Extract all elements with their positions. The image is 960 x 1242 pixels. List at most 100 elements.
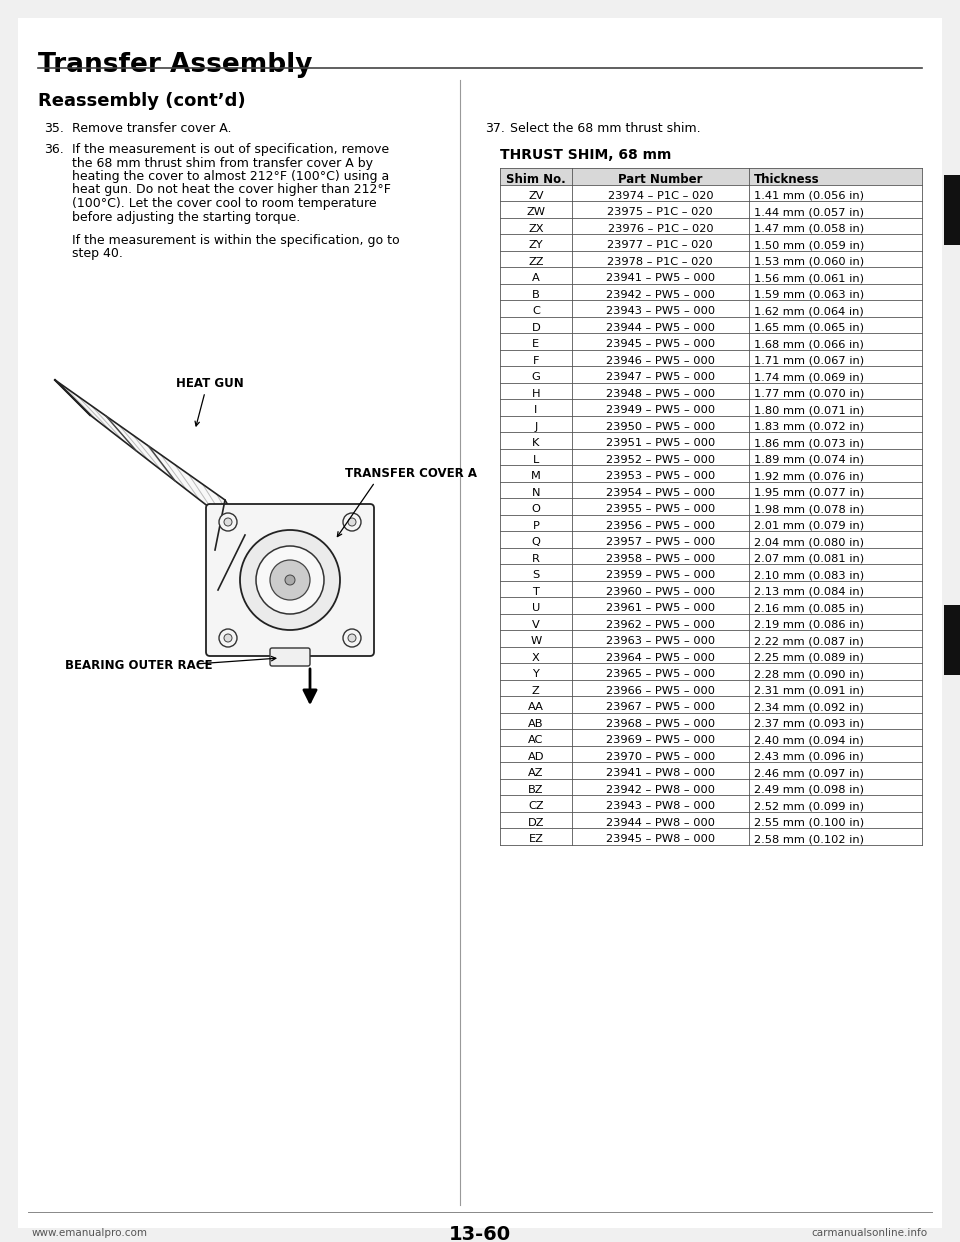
Text: Q: Q (532, 538, 540, 548)
Text: CZ: CZ (528, 801, 543, 811)
Text: 23948 – PW5 – 000: 23948 – PW5 – 000 (606, 389, 715, 399)
Circle shape (343, 513, 361, 532)
Text: 23961 – PW5 – 000: 23961 – PW5 – 000 (606, 604, 715, 614)
Text: Remove transfer cover A.: Remove transfer cover A. (72, 122, 231, 135)
Text: 2.25 mm (0.089 in): 2.25 mm (0.089 in) (754, 653, 864, 663)
Text: heating the cover to almost 212°F (100°C) using a: heating the cover to almost 212°F (100°C… (72, 170, 389, 183)
Text: 23943 – PW8 – 000: 23943 – PW8 – 000 (606, 801, 715, 811)
Text: 1.74 mm (0.069 in): 1.74 mm (0.069 in) (754, 373, 864, 383)
Text: 2.04 mm (0.080 in): 2.04 mm (0.080 in) (754, 538, 864, 548)
Text: 23970 – PW5 – 000: 23970 – PW5 – 000 (606, 751, 715, 761)
Text: F: F (533, 355, 540, 365)
Text: THRUST SHIM, 68 mm: THRUST SHIM, 68 mm (500, 148, 671, 161)
Text: A: A (532, 273, 540, 283)
Text: 23951 – PW5 – 000: 23951 – PW5 – 000 (606, 438, 715, 448)
FancyBboxPatch shape (944, 175, 960, 245)
Text: ZW: ZW (526, 207, 545, 217)
Text: 2.37 mm (0.093 in): 2.37 mm (0.093 in) (754, 719, 864, 729)
Text: 23947 – PW5 – 000: 23947 – PW5 – 000 (606, 373, 715, 383)
Text: 2.55 mm (0.100 in): 2.55 mm (0.100 in) (754, 817, 864, 827)
Text: 23968 – PW5 – 000: 23968 – PW5 – 000 (606, 719, 715, 729)
Circle shape (256, 546, 324, 614)
Text: Thickness: Thickness (754, 173, 820, 186)
Text: 23960 – PW5 – 000: 23960 – PW5 – 000 (606, 586, 715, 596)
Circle shape (343, 628, 361, 647)
Text: 23966 – PW5 – 000: 23966 – PW5 – 000 (606, 686, 715, 696)
Polygon shape (55, 380, 245, 535)
Text: E: E (532, 339, 540, 349)
Text: 1.83 mm (0.072 in): 1.83 mm (0.072 in) (754, 422, 864, 432)
Text: 23943 – PW5 – 000: 23943 – PW5 – 000 (606, 307, 715, 317)
Circle shape (224, 518, 232, 527)
Circle shape (219, 628, 237, 647)
Text: K: K (532, 438, 540, 448)
Text: M: M (531, 471, 540, 481)
Text: AB: AB (528, 719, 543, 729)
Text: 2.34 mm (0.092 in): 2.34 mm (0.092 in) (754, 702, 864, 712)
Text: 23964 – PW5 – 000: 23964 – PW5 – 000 (606, 653, 715, 663)
Text: before adjusting the starting torque.: before adjusting the starting torque. (72, 210, 300, 224)
Text: 23945 – PW8 – 000: 23945 – PW8 – 000 (606, 835, 715, 845)
Text: 2.19 mm (0.086 in): 2.19 mm (0.086 in) (754, 620, 864, 630)
Text: 1.62 mm (0.064 in): 1.62 mm (0.064 in) (754, 307, 864, 317)
Text: 1.95 mm (0.077 in): 1.95 mm (0.077 in) (754, 488, 864, 498)
Text: If the measurement is out of specification, remove: If the measurement is out of specificati… (72, 143, 389, 156)
Text: (100°C). Let the cover cool to room temperature: (100°C). Let the cover cool to room temp… (72, 197, 376, 210)
Text: P: P (533, 520, 540, 530)
Text: U: U (532, 604, 540, 614)
Text: Reassembly (cont’d): Reassembly (cont’d) (38, 92, 246, 111)
Text: 23965 – PW5 – 000: 23965 – PW5 – 000 (606, 669, 715, 679)
Text: 23942 – PW8 – 000: 23942 – PW8 – 000 (606, 785, 715, 795)
Text: 2.40 mm (0.094 in): 2.40 mm (0.094 in) (754, 735, 864, 745)
Text: V: V (532, 620, 540, 630)
Text: Y: Y (533, 669, 540, 679)
Text: 23977 – P1C – 020: 23977 – P1C – 020 (608, 240, 713, 250)
Text: 1.50 mm (0.059 in): 1.50 mm (0.059 in) (754, 240, 864, 250)
Text: 2.22 mm (0.087 in): 2.22 mm (0.087 in) (754, 636, 864, 646)
Text: HEAT GUN: HEAT GUN (176, 378, 244, 390)
Text: 2.31 mm (0.091 in): 2.31 mm (0.091 in) (754, 686, 864, 696)
FancyBboxPatch shape (18, 17, 942, 1228)
Text: 1.77 mm (0.070 in): 1.77 mm (0.070 in) (754, 389, 864, 399)
Text: Transfer Assembly: Transfer Assembly (38, 52, 313, 78)
Text: 37.: 37. (485, 122, 505, 135)
Text: EZ: EZ (528, 835, 543, 845)
Text: ZV: ZV (528, 191, 543, 201)
Text: 23975 – P1C – 020: 23975 – P1C – 020 (608, 207, 713, 217)
Text: 2.28 mm (0.090 in): 2.28 mm (0.090 in) (754, 669, 864, 679)
Text: 1.80 mm (0.071 in): 1.80 mm (0.071 in) (754, 405, 864, 415)
Text: 23941 – PW8 – 000: 23941 – PW8 – 000 (606, 769, 715, 779)
Text: 35.: 35. (44, 122, 64, 135)
Text: 1.65 mm (0.065 in): 1.65 mm (0.065 in) (754, 323, 864, 333)
Text: BEARING OUTER RACE: BEARING OUTER RACE (65, 660, 212, 672)
Text: 2.43 mm (0.096 in): 2.43 mm (0.096 in) (754, 751, 864, 761)
Text: 23949 – PW5 – 000: 23949 – PW5 – 000 (606, 405, 715, 415)
Text: 1.41 mm (0.056 in): 1.41 mm (0.056 in) (754, 191, 864, 201)
Text: 2.49 mm (0.098 in): 2.49 mm (0.098 in) (754, 785, 864, 795)
Circle shape (219, 513, 237, 532)
Text: 1.89 mm (0.074 in): 1.89 mm (0.074 in) (754, 455, 864, 465)
Text: W: W (530, 636, 541, 646)
Text: AA: AA (528, 702, 543, 712)
Text: B: B (532, 289, 540, 299)
Text: 1.86 mm (0.073 in): 1.86 mm (0.073 in) (754, 438, 864, 448)
Text: AZ: AZ (528, 769, 543, 779)
Text: carmanualsonline.info: carmanualsonline.info (812, 1228, 928, 1238)
FancyBboxPatch shape (270, 648, 310, 666)
Text: L: L (533, 455, 539, 465)
Text: J: J (534, 422, 538, 432)
Text: 2.46 mm (0.097 in): 2.46 mm (0.097 in) (754, 769, 864, 779)
Text: 23963 – PW5 – 000: 23963 – PW5 – 000 (606, 636, 715, 646)
Text: D: D (532, 323, 540, 333)
Text: Part Number: Part Number (618, 173, 703, 186)
Circle shape (224, 633, 232, 642)
Text: 23976 – P1C – 020: 23976 – P1C – 020 (608, 224, 713, 233)
Text: 13-60: 13-60 (449, 1225, 511, 1242)
Text: Shim No.: Shim No. (506, 173, 565, 186)
Circle shape (348, 633, 356, 642)
Text: 23969 – PW5 – 000: 23969 – PW5 – 000 (606, 735, 715, 745)
Text: 1.92 mm (0.076 in): 1.92 mm (0.076 in) (754, 471, 864, 481)
Circle shape (270, 560, 310, 600)
Text: 23974 – P1C – 020: 23974 – P1C – 020 (608, 191, 713, 201)
Text: ZZ: ZZ (528, 257, 543, 267)
